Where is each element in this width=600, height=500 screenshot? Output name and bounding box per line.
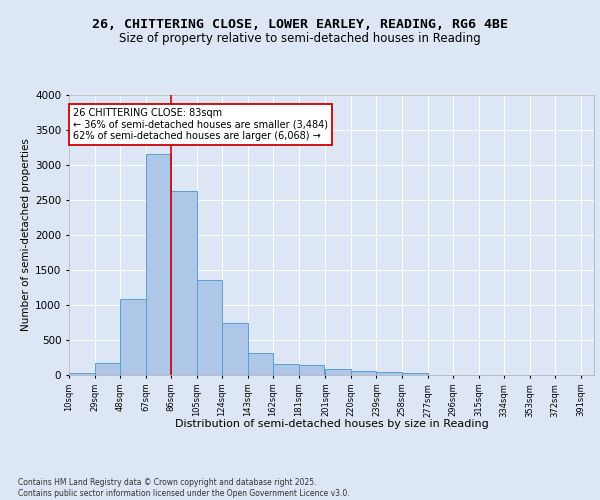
- Text: 26, CHITTERING CLOSE, LOWER EARLEY, READING, RG6 4BE: 26, CHITTERING CLOSE, LOWER EARLEY, READ…: [92, 18, 508, 30]
- X-axis label: Distribution of semi-detached houses by size in Reading: Distribution of semi-detached houses by …: [175, 420, 488, 430]
- Bar: [273, 364, 299, 375]
- Bar: [402, 372, 428, 375]
- Bar: [325, 369, 351, 375]
- Bar: [197, 280, 222, 375]
- Bar: [171, 191, 197, 375]
- Bar: [376, 372, 402, 375]
- Bar: [120, 298, 146, 375]
- Bar: [95, 363, 120, 375]
- Bar: [299, 364, 324, 375]
- Text: Size of property relative to semi-detached houses in Reading: Size of property relative to semi-detach…: [119, 32, 481, 45]
- Bar: [248, 354, 273, 375]
- Bar: [69, 373, 95, 375]
- Bar: [222, 322, 248, 375]
- Text: Contains HM Land Registry data © Crown copyright and database right 2025.
Contai: Contains HM Land Registry data © Crown c…: [18, 478, 350, 498]
- Bar: [351, 371, 376, 375]
- Bar: [146, 154, 171, 375]
- Text: 26 CHITTERING CLOSE: 83sqm
← 36% of semi-detached houses are smaller (3,484)
62%: 26 CHITTERING CLOSE: 83sqm ← 36% of semi…: [73, 108, 328, 141]
- Y-axis label: Number of semi-detached properties: Number of semi-detached properties: [21, 138, 31, 332]
